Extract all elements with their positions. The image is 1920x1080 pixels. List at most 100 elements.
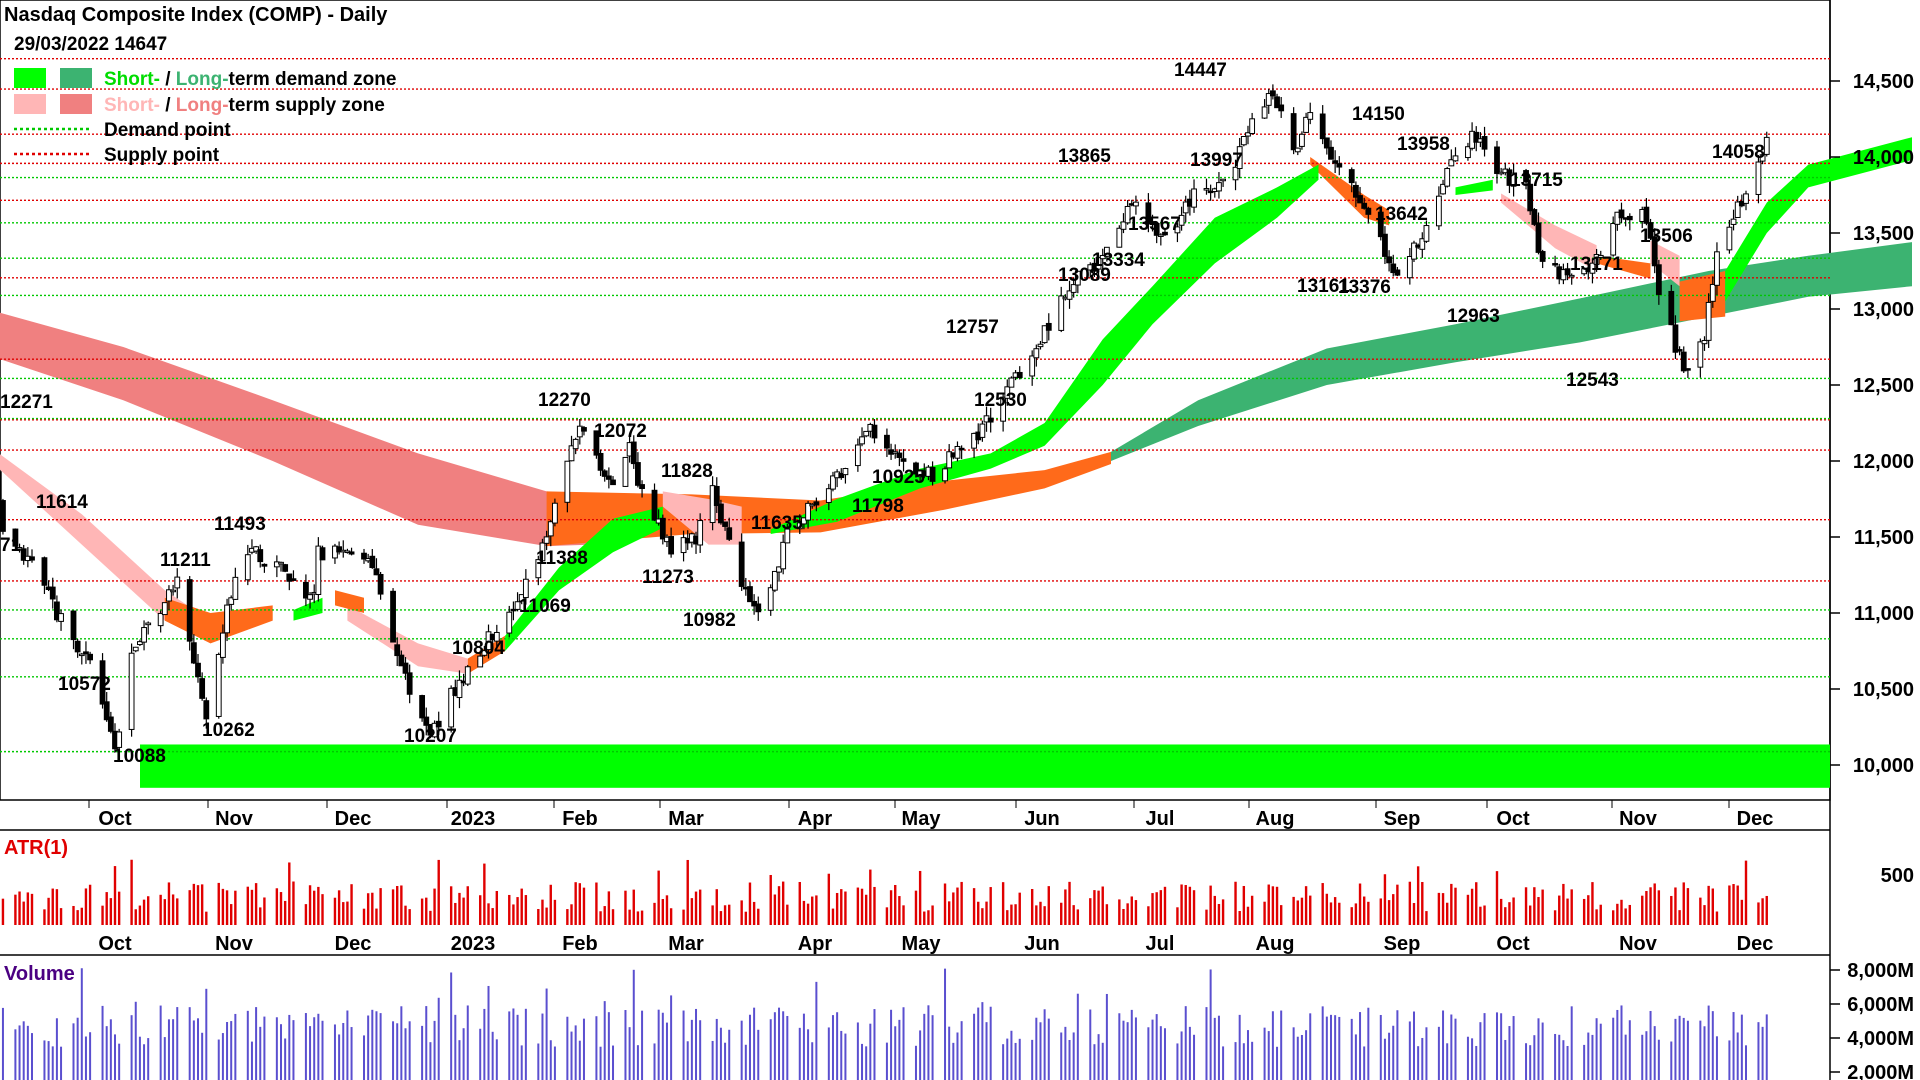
atr-bar [1624,908,1627,925]
candle-body [1423,225,1430,242]
candle-body [1074,270,1081,286]
atr-bar [694,891,698,925]
volume-bar [865,1046,868,1080]
volume-bar [1089,1009,1092,1080]
atr-bar [628,909,631,925]
volume-bar [1101,1042,1104,1080]
volume-bar [1072,1032,1075,1080]
price-annotation: 13506 [1640,226,1693,247]
atr-bar [47,897,50,925]
candle-body [99,660,106,705]
volume-bar [396,1023,399,1080]
atr-bar [1383,874,1387,925]
price-annotation: 12072 [594,421,647,442]
volume-bar [1525,1043,1528,1080]
volume-bar [259,1026,262,1080]
candle-body [1386,256,1392,264]
candle-body [668,536,675,555]
price-annotation: 11388 [536,548,588,569]
candle-body [1303,116,1309,133]
candle-body [1278,104,1285,112]
candle-body [190,642,197,664]
atr-bar [956,887,959,925]
candle-body [1016,371,1023,379]
volume-bar [628,1027,631,1080]
atr-bar [902,905,905,925]
candle-body [1411,242,1417,260]
atr-bar [43,909,46,925]
volume-bar [1471,1038,1474,1080]
atr-bar [449,886,453,925]
atr-bar [333,897,337,925]
volume-bar [1745,1045,1747,1080]
atr-bar [317,886,320,925]
candle-body [199,678,206,699]
atr-bar [1649,887,1652,925]
volume-bar [582,1018,585,1080]
candle-body [726,527,733,540]
atr-bar [437,859,440,925]
volume-bar [603,1001,606,1080]
volume-bar [400,1006,403,1080]
candle-body [1440,183,1446,195]
atr-bar [346,901,349,925]
atr-bar [1039,901,1042,925]
atr-bar [275,888,279,925]
atr-bar [254,883,258,925]
month-label: Feb [562,933,598,955]
atr-bar [18,891,21,925]
volume-bar [1670,1041,1673,1080]
atr-bar [1217,903,1221,925]
volume-bar [545,988,548,1080]
atr-bar [1699,897,1702,925]
volume-bar [711,1040,714,1080]
volume-bar [1740,1014,1743,1080]
candle-body [1058,295,1065,331]
volume-bar [1325,1016,1328,1080]
candle-body [1705,301,1712,341]
volume-bar [408,1021,411,1080]
atr-bar [1333,897,1337,925]
zones-layer [0,137,1912,788]
atr-bar [943,883,947,925]
volume-bar [1354,1034,1357,1080]
volume-bar [1408,1021,1411,1080]
candle-body [145,622,152,626]
volume-bar [914,1045,917,1080]
candle-body [697,520,704,546]
volume-bar [1711,1011,1714,1080]
atr-bar [665,895,669,925]
candle-body [1240,135,1247,146]
atr-bar [719,911,723,925]
candle-body [319,547,326,561]
volume-bar [1678,1015,1681,1080]
volume-bar [1159,1026,1162,1080]
candle-body [987,417,994,423]
volume-bar [201,1032,204,1080]
candle-body [1755,161,1762,195]
short-flip-zone-1 [164,597,273,644]
atr-bar [350,884,353,925]
atr-bar [1437,892,1441,925]
volume-bar [1246,1030,1249,1080]
candle-body [1743,193,1749,204]
volume-bar [1616,1009,1619,1080]
volume-bar [1512,1016,1515,1080]
price-annotation: 13715 [1510,170,1563,191]
atr-bar [1263,901,1266,925]
volume-bar [1118,1013,1121,1080]
atr-bar [26,892,30,925]
candle-body [1697,341,1704,368]
legend-demand-short: Short- [104,69,160,90]
volume-bar [1653,1026,1656,1080]
month-label: Oct [1496,808,1530,830]
volume-bar [404,1028,407,1080]
atr-bar [1470,888,1474,925]
last-quote: 29/03/2022 14647 [14,34,167,55]
candle-body [195,662,201,678]
volume-bar [234,1013,237,1080]
atr-bar [815,895,818,925]
long-term-supply-band [0,312,593,547]
volume-bar [1010,1030,1013,1080]
atr-bar [366,893,370,925]
